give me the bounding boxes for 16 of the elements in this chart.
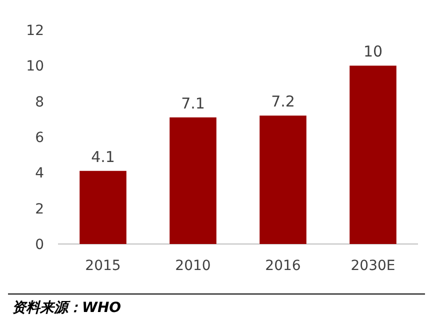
x-tick-label: 2015 xyxy=(85,258,121,274)
y-tick-label: 4 xyxy=(35,166,44,182)
data-label: 7.1 xyxy=(181,94,205,112)
y-tick-label: 0 xyxy=(35,237,44,253)
x-tick-label: 2016 xyxy=(265,258,301,274)
data-label: 7.2 xyxy=(271,92,295,111)
data-label: 4.1 xyxy=(91,148,115,166)
data-label: 10 xyxy=(363,42,383,61)
x-tick-label: 2030E xyxy=(350,258,396,274)
y-tick-label: 12 xyxy=(26,23,44,39)
text: 资料来源：WHO xyxy=(12,300,122,316)
y-tick-label: 2 xyxy=(35,201,44,218)
y-tick-label: 6 xyxy=(35,130,44,146)
x-tick-label: 2010 xyxy=(175,258,211,274)
y-tick-label: 8 xyxy=(35,94,44,110)
y-tick-label: 10 xyxy=(26,58,44,75)
